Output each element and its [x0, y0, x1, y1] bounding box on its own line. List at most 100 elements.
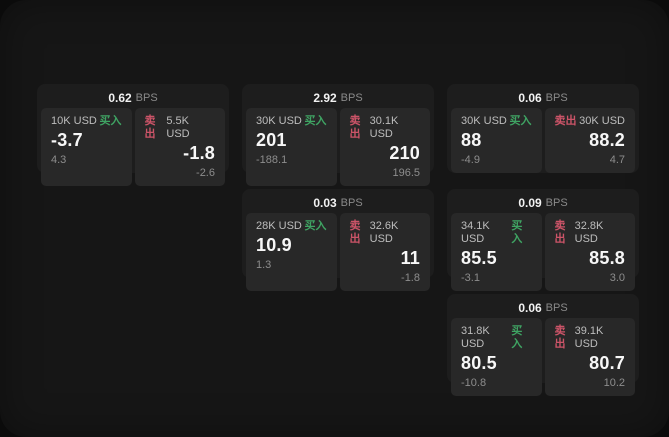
buy-sub-value: -188.1 — [256, 154, 288, 166]
bps-unit-label: BPS — [135, 92, 158, 104]
quote-card: 0.06 BPS 30K USD 买入 88 -4.9 卖出 30K USD — [447, 84, 639, 173]
sell-side-label: 卖出 — [554, 220, 566, 245]
buy-size: 10K USD — [51, 115, 97, 127]
buy-price: -3.7 — [51, 130, 83, 150]
buy-side-label: 买入 — [99, 115, 122, 127]
sell-price: 80.7 — [589, 353, 625, 373]
sell-size: 5.5K USD — [166, 115, 190, 140]
sell-sub-value: 3.0 — [609, 272, 625, 284]
bps-unit-label: BPS — [545, 197, 568, 209]
buy-size: 34.1K USD — [461, 220, 490, 245]
sell-side-label: 卖出 — [349, 115, 361, 140]
buy-side-label: 买入 — [304, 220, 327, 232]
sell-sub-value: 10.2 — [603, 377, 625, 389]
card-header: 0.03 BPS — [246, 193, 430, 213]
sell-sub-value: 4.7 — [609, 154, 625, 166]
buy-quote-panel[interactable]: 30K USD 买入 88 -4.9 — [451, 108, 542, 173]
buy-sub-value: -4.9 — [461, 154, 480, 166]
quote-panels: 10K USD 买入 -3.7 4.3 卖出 5.5K USD -1.8 -2.… — [41, 108, 225, 186]
buy-size: 31.8K USD — [461, 325, 490, 350]
sell-size: 30.1K USD — [369, 115, 399, 140]
bps-unit-label: BPS — [545, 302, 568, 314]
quote-panels: 34.1K USD 买入 85.5 -3.1 卖出 32.8K USD 85.8… — [451, 213, 635, 291]
buy-quote-panel[interactable]: 30K USD 买入 201 -188.1 — [246, 108, 337, 186]
buy-price: 88 — [461, 130, 482, 150]
buy-price: 80.5 — [461, 353, 497, 373]
quote-cards-grid: 0.62 BPS 10K USD 买入 -3.7 4.3 卖出 5.5K USD — [37, 84, 639, 396]
sell-side-label: 卖出 — [554, 325, 566, 350]
buy-sub-value: 4.3 — [51, 154, 67, 166]
buy-sub-value: -10.8 — [461, 377, 487, 389]
sell-price: 210 — [389, 143, 420, 163]
quote-card: 0.09 BPS 34.1K USD 买入 85.5 -3.1 卖出 32.8K… — [447, 189, 639, 291]
sell-quote-panel[interactable]: 卖出 39.1K USD 80.7 10.2 — [544, 318, 635, 396]
buy-quote-panel[interactable]: 34.1K USD 买入 85.5 -3.1 — [451, 213, 542, 291]
sell-size: 39.1K USD — [574, 325, 604, 350]
sell-quote-panel[interactable]: 卖出 30K USD 88.2 4.7 — [544, 108, 635, 173]
sell-panel-top: 卖出 32.8K USD — [555, 220, 626, 246]
spread-bps-value: 0.03 — [313, 196, 337, 210]
sell-quote-panel[interactable]: 卖出 5.5K USD -1.8 -2.6 — [134, 108, 225, 186]
buy-panel-top: 28K USD 买入 — [256, 220, 327, 233]
sell-sub-value: -2.6 — [196, 167, 215, 179]
spread-bps-value: 0.09 — [518, 196, 542, 210]
quote-panels: 30K USD 买入 88 -4.9 卖出 30K USD 88.2 4.7 — [451, 108, 635, 173]
quote-card: 2.92 BPS 30K USD 买入 201 -188.1 卖出 30.1K … — [242, 84, 434, 186]
sell-size: 30K USD — [579, 115, 625, 127]
card-header: 0.62 BPS — [41, 88, 225, 108]
sell-sub-value: -1.8 — [401, 272, 420, 284]
sell-side-label: 卖出 — [144, 115, 156, 140]
sell-size: 32.6K USD — [369, 220, 399, 245]
quote-card: 0.06 BPS 31.8K USD 买入 80.5 -10.8 卖出 39.1… — [447, 294, 639, 396]
sell-panel-top: 卖出 30.1K USD — [350, 115, 421, 141]
buy-size: 28K USD — [256, 220, 302, 232]
buy-sub-value: -3.1 — [461, 272, 480, 284]
sell-quote-panel[interactable]: 卖出 32.6K USD 11 -1.8 — [339, 213, 430, 291]
sell-price: -1.8 — [183, 143, 215, 163]
spread-bps-value: 0.06 — [518, 91, 542, 105]
quote-panels: 31.8K USD 买入 80.5 -10.8 卖出 39.1K USD 80.… — [451, 318, 635, 396]
buy-side-label: 买入 — [511, 220, 523, 245]
buy-panel-top: 30K USD 买入 — [461, 115, 532, 128]
sell-price: 11 — [400, 248, 420, 268]
buy-price: 10.9 — [256, 235, 292, 255]
sell-panel-top: 卖出 32.6K USD — [350, 220, 421, 246]
bps-unit-label: BPS — [340, 92, 363, 104]
sell-side-label: 卖出 — [349, 220, 361, 245]
spread-bps-value: 2.92 — [313, 91, 337, 105]
buy-quote-panel[interactable]: 10K USD 买入 -3.7 4.3 — [41, 108, 132, 186]
quote-panels: 28K USD 买入 10.9 1.3 卖出 32.6K USD 11 -1.8 — [246, 213, 430, 291]
buy-price: 85.5 — [461, 248, 497, 268]
sell-quote-panel[interactable]: 卖出 32.8K USD 85.8 3.0 — [544, 213, 635, 291]
buy-quote-panel[interactable]: 31.8K USD 买入 80.5 -10.8 — [451, 318, 542, 396]
buy-panel-top: 30K USD 买入 — [256, 115, 327, 128]
sell-panel-top: 卖出 5.5K USD — [145, 115, 216, 141]
sell-size: 32.8K USD — [574, 220, 604, 245]
buy-side-label: 买入 — [304, 115, 327, 127]
quote-panels: 30K USD 买入 201 -188.1 卖出 30.1K USD 210 1… — [246, 108, 430, 186]
buy-side-label: 买入 — [511, 325, 523, 350]
sell-price: 85.8 — [589, 248, 625, 268]
sell-price: 88.2 — [589, 130, 625, 150]
buy-price: 201 — [256, 130, 287, 150]
bps-unit-label: BPS — [545, 92, 568, 104]
buy-panel-top: 34.1K USD 买入 — [461, 220, 532, 246]
sell-quote-panel[interactable]: 卖出 30.1K USD 210 196.5 — [339, 108, 430, 186]
buy-panel-top: 10K USD 买入 — [51, 115, 122, 128]
card-header: 0.06 BPS — [451, 88, 635, 108]
buy-quote-panel[interactable]: 28K USD 买入 10.9 1.3 — [246, 213, 337, 291]
quote-card: 0.62 BPS 10K USD 买入 -3.7 4.3 卖出 5.5K USD — [37, 84, 229, 186]
buy-panel-top: 31.8K USD 买入 — [461, 325, 532, 351]
sell-panel-top: 卖出 39.1K USD — [555, 325, 626, 351]
buy-sub-value: 1.3 — [256, 259, 272, 271]
buy-size: 30K USD — [461, 115, 507, 127]
spread-bps-value: 0.06 — [518, 301, 542, 315]
sell-panel-top: 卖出 30K USD — [555, 115, 626, 128]
buy-size: 30K USD — [256, 115, 302, 127]
spread-bps-value: 0.62 — [108, 91, 132, 105]
bps-unit-label: BPS — [340, 197, 363, 209]
quote-card: 0.03 BPS 28K USD 买入 10.9 1.3 卖出 32.6K US… — [242, 189, 434, 291]
sell-side-label: 卖出 — [554, 115, 577, 127]
card-header: 0.06 BPS — [451, 298, 635, 318]
